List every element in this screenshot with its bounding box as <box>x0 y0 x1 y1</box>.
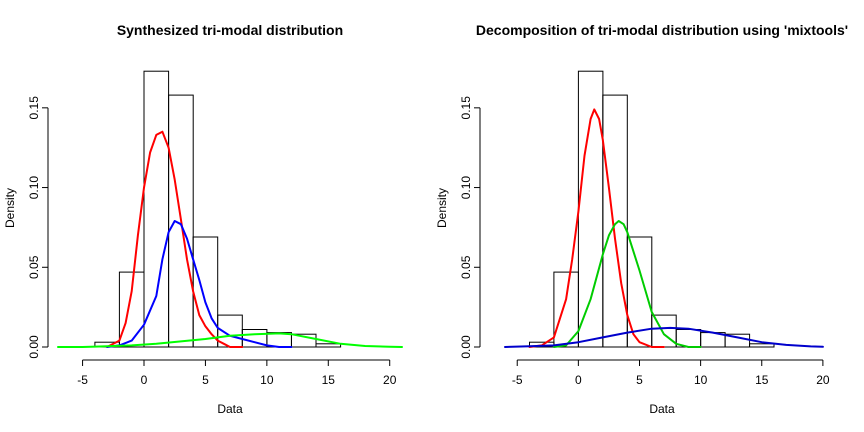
histogram-bar <box>192 236 219 348</box>
panel-2-x-axis-label: Data <box>649 402 675 416</box>
density-curve-3 <box>504 326 824 348</box>
y-tick-label: 0.10 <box>27 176 41 200</box>
panel-2-title: Decomposition of tri-modal distribution … <box>476 22 848 38</box>
x-tick-label: 10 <box>694 373 708 387</box>
panel-1-title: Synthesized tri-modal distribution <box>117 22 343 38</box>
x-tick-label: 0 <box>575 373 582 387</box>
histogram-bar <box>626 236 653 348</box>
panel-1-y-axis-label: Density <box>3 188 17 228</box>
x-tick-label: 5 <box>636 373 643 387</box>
y-tick-label: 0.05 <box>27 255 41 279</box>
panel-1-plot: -5 0 5 10 15 20 0.00 0.05 0.10 0.15 <box>27 70 403 387</box>
x-tick-label: 5 <box>202 373 209 387</box>
y-tick-label: 0.15 <box>27 96 41 120</box>
x-tick-label: 10 <box>260 373 274 387</box>
y-tick-label: 0.10 <box>459 176 473 200</box>
panel-2-y-axis-label: Density <box>435 188 449 228</box>
x-tick-label: 0 <box>141 373 148 387</box>
density-curve-2 <box>106 220 293 348</box>
x-tick-label: 20 <box>816 373 830 387</box>
y-tick-label: 0.05 <box>459 255 473 279</box>
histogram-bar <box>749 343 775 348</box>
density-curve-1 <box>528 108 665 348</box>
x-tick-label: -5 <box>512 373 523 387</box>
panel-1-x-axis-label: Data <box>217 402 243 416</box>
x-tick-label: -5 <box>77 373 88 387</box>
x-tick-label: 15 <box>322 373 336 387</box>
y-tick-label: 0.15 <box>459 96 473 120</box>
histogram-bar <box>290 333 317 348</box>
histogram-bar <box>168 94 194 348</box>
histogram-bar <box>577 70 604 348</box>
y-tick-label: 0.00 <box>27 335 41 359</box>
histogram-bar <box>315 343 342 348</box>
histogram-bar <box>602 94 628 348</box>
density-curve-2 <box>552 220 702 348</box>
panel-2-plot: -5 0 5 10 15 20 0.00 0.05 0.10 0.15 <box>459 70 830 387</box>
x-tick-label: 15 <box>755 373 769 387</box>
x-tick-label: 20 <box>383 373 397 387</box>
y-tick-label: 0.00 <box>459 335 473 359</box>
histogram-bar <box>143 70 170 348</box>
density-curve-3 <box>57 332 403 348</box>
